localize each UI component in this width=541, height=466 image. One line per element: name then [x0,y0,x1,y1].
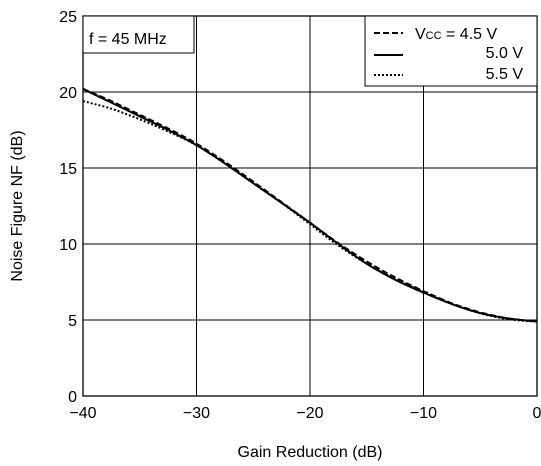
x-axis-label: Gain Reduction (dB) [238,444,383,461]
frequency-annotation: f = 45 MHz [89,31,167,48]
y-axis-label: Noise Figure NF (dB) [9,130,26,281]
x-tick-label: −10 [410,405,437,422]
legend-box [364,15,538,87]
legend-label-4-5v: VCC = 4.5 V [415,26,497,43]
y-tick-label: 20 [59,85,77,102]
y-tick-label: 5 [68,313,77,330]
y-tick-labels: 0 5 10 15 20 25 [59,9,77,406]
legend-label-5-0v: 5.0 V [486,45,524,62]
legend: VCC = 4.5 V 5.0 V 5.5 V [364,15,538,87]
y-tick-label: 15 [59,161,77,178]
y-tick-label: 25 [59,9,77,26]
x-tick-label: −40 [69,405,96,422]
series-line-2 [82,100,538,323]
x-tick-label: 0 [533,405,541,422]
data-curves [82,88,538,323]
x-tick-label: −20 [296,405,323,422]
x-tick-label: −30 [183,405,210,422]
y-tick-label: 0 [68,389,77,406]
plot-frame [82,15,538,397]
x-tick-labels: −40 −30 −20 −10 0 [69,405,541,422]
y-tick-label: 10 [59,237,77,254]
legend-label-5-5v: 5.5 V [486,66,524,83]
annotation-box [82,15,195,54]
